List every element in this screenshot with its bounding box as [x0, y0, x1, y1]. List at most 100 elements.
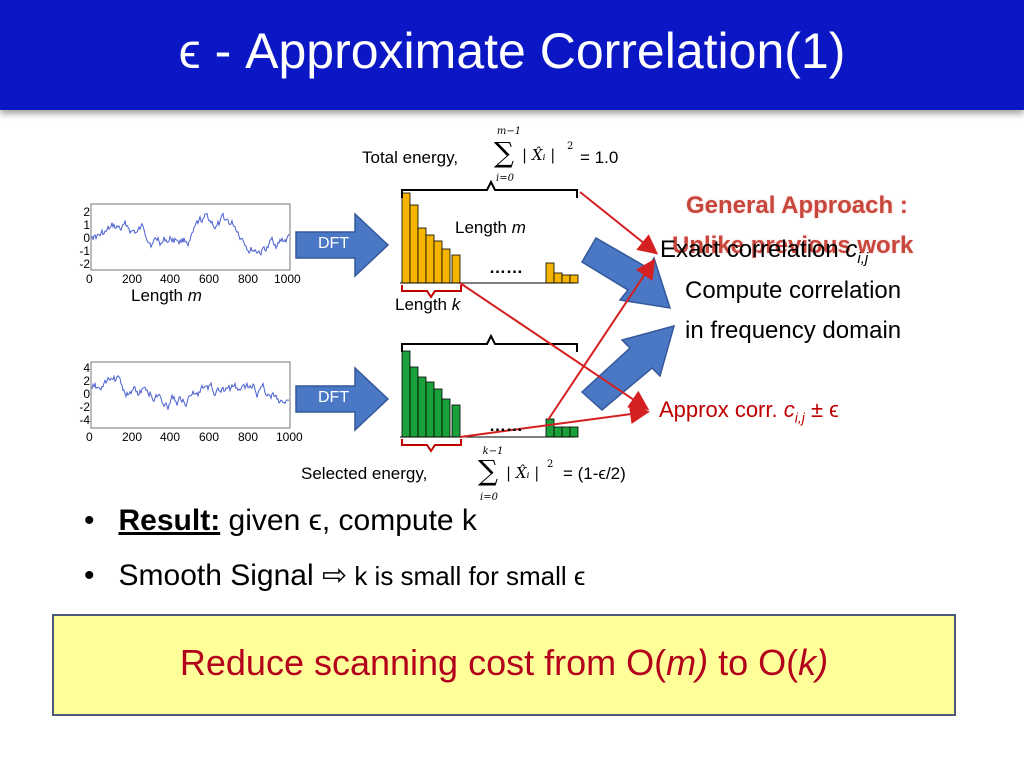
- sigma-total: ∑: [494, 136, 514, 169]
- spectrum-bar: [409, 366, 419, 438]
- spectrum-bar: [433, 240, 443, 284]
- exact-correlation-label: Exact correlation ci,j: [660, 236, 869, 267]
- conclusion-box: [52, 614, 956, 716]
- x-tick: 400: [160, 430, 181, 444]
- sum-upper-total: m−1: [496, 126, 522, 137]
- signal-line-bottom: [91, 374, 290, 410]
- x-tick: 200: [122, 272, 143, 286]
- spectrum-bar: [553, 426, 563, 438]
- spectrum-bar: [569, 426, 579, 438]
- y-tick: 0: [83, 387, 90, 401]
- ellipsis-top: ……: [489, 258, 523, 277]
- y-tick: 2: [83, 205, 90, 219]
- total-energy-label: Total energy,: [362, 148, 459, 167]
- bullet-result-text: given ϵ, compute k: [220, 504, 477, 537]
- spectrum-bar: [409, 204, 419, 284]
- signal-plot-bottom: [90, 361, 291, 429]
- red-arrow-approx-bottom: [459, 404, 650, 438]
- term-total: | X̂ᵢ |: [522, 146, 556, 164]
- x-tick: 600: [199, 272, 220, 286]
- brace-bottom-spectrum: [401, 333, 578, 352]
- compute-correlation-line1: Compute correlation: [685, 277, 902, 304]
- y-tick: -1: [79, 244, 90, 258]
- bullet-smooth-rest: k is small for small ϵ: [347, 561, 586, 591]
- length-k-label: Length k: [395, 295, 461, 314]
- spectrum-bar: [545, 262, 555, 284]
- y-tick: -2: [79, 400, 90, 414]
- red-arrow-exact-top: [579, 191, 659, 255]
- spectrum-bar: [425, 234, 435, 284]
- y-tick: -4: [79, 413, 90, 427]
- bullet-smooth-text: Smooth Signal: [118, 559, 322, 592]
- spectrum-bar: [441, 398, 451, 438]
- y-ticks-bottom: 4 2 0 -2 -4: [76, 362, 90, 427]
- signal-line-top: [91, 212, 290, 256]
- length-m-label-spectrum: Length m: [455, 218, 526, 237]
- exp-total: 2: [567, 141, 574, 152]
- spectrum-bar: [425, 381, 435, 438]
- big-arrow-up: [580, 324, 676, 411]
- dft-arrow-top: [295, 212, 390, 278]
- dft-arrow-bottom: [295, 366, 390, 432]
- y-tick: 1: [83, 218, 90, 232]
- spectrum-bar: [561, 274, 571, 284]
- selected-energy-value: = (1-ϵ/2): [563, 464, 626, 483]
- x-tick: 800: [238, 272, 259, 286]
- approx-correlation-label: Approx corr. ci,j ± ϵ: [659, 397, 839, 426]
- spectrum-bar: [569, 274, 579, 284]
- sum-lower-selected: i=0: [480, 492, 498, 503]
- x-tick: 400: [160, 272, 181, 286]
- x-tick: 0: [86, 430, 93, 444]
- brace-total-energy: [401, 179, 578, 198]
- bullet-dot: •: [84, 559, 95, 592]
- spectrum-bar: [417, 376, 427, 438]
- bullet-result-bold: Result:: [118, 504, 221, 537]
- big-arrow-down: [580, 236, 672, 309]
- y-ticks-top: 2 1 0 -1 -2: [76, 206, 90, 271]
- bullet-smooth-signal: • Smooth Signal ⇨ k is small for small ϵ: [84, 558, 585, 593]
- dft-label-bottom: DFT: [318, 389, 350, 406]
- bullet-dot: •: [84, 504, 95, 537]
- brace-selected-energy: [401, 439, 462, 453]
- conclusion-text: Reduce scanning cost from O(m) to O(k): [179, 642, 829, 683]
- sigma-selected: ∑: [478, 454, 498, 487]
- spectrum-bar: [451, 404, 461, 438]
- x-tick: 1000: [274, 272, 301, 286]
- brace-length-k: [401, 285, 462, 299]
- slide-title: ϵ - Approximate Correlation(1): [178, 23, 846, 79]
- spectrum-bar: [545, 418, 555, 438]
- signal-plot-top: [90, 203, 291, 271]
- general-approach-subheading: Unlike previous work: [672, 232, 914, 259]
- dft-label-top: DFT: [318, 235, 350, 252]
- term-selected: | X̂ᵢ |: [506, 464, 540, 482]
- x-tick: 800: [238, 430, 259, 444]
- sum-lower-total: i=0: [496, 173, 514, 184]
- spectrum-bar: [451, 254, 461, 284]
- red-arrow-exact-bottom: [547, 258, 656, 421]
- x-tick: 1000: [276, 430, 303, 444]
- bullet-result: • Result: given ϵ, compute k: [84, 504, 477, 538]
- exp-selected: 2: [547, 459, 554, 470]
- spectrum-bar: [561, 426, 571, 438]
- total-energy-value: = 1.0: [580, 148, 619, 167]
- spectrum-bar: [433, 388, 443, 438]
- y-tick: 0: [83, 231, 90, 245]
- general-approach-heading: General Approach :: [686, 192, 908, 219]
- spectrum-bar: [401, 192, 411, 284]
- ellipsis-bottom: ……: [489, 416, 523, 435]
- selected-energy-label: Selected energy,: [301, 464, 428, 483]
- y-tick: -2: [79, 257, 90, 271]
- x-tick: 0: [86, 272, 93, 286]
- x-tick: 200: [122, 430, 143, 444]
- spectrum-bar: [553, 272, 563, 284]
- x-tick: 600: [199, 430, 220, 444]
- y-tick: 4: [83, 361, 90, 375]
- right-arrow-icon: ⇨: [321, 559, 348, 592]
- spectrum-bar: [401, 350, 411, 438]
- title-bar: [0, 0, 1024, 110]
- sum-upper-selected: k−1: [482, 446, 504, 457]
- length-m-label-signal: Length m: [131, 286, 202, 305]
- red-arrow-approx-top: [459, 282, 650, 411]
- spectrum-bar: [441, 248, 451, 284]
